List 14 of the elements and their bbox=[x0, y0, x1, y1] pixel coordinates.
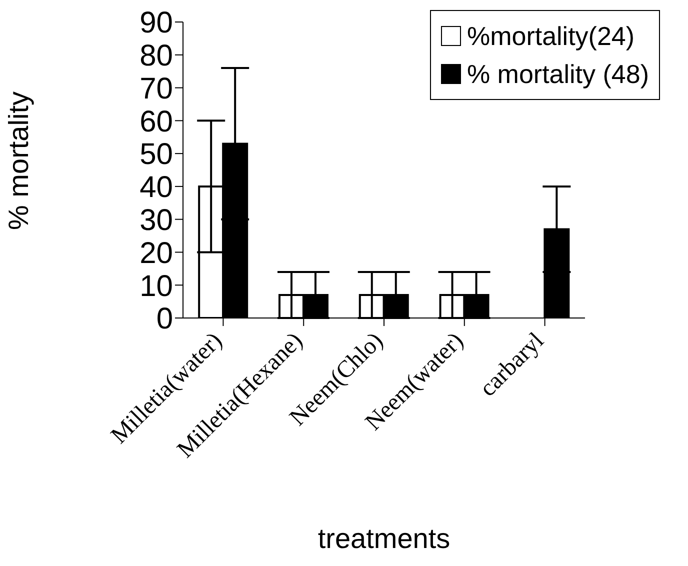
y-tick-label: 10 bbox=[140, 270, 173, 303]
x-axis-title: treatments bbox=[318, 523, 450, 554]
y-tick-label: 20 bbox=[140, 236, 173, 270]
y-tick-label: 90 bbox=[140, 6, 173, 40]
y-tick-label: 0 bbox=[156, 302, 173, 336]
legend-label: %mortality(24) bbox=[466, 20, 635, 53]
y-axis-title: % mortality bbox=[2, 92, 34, 230]
y-tick-label: 40 bbox=[140, 171, 173, 204]
y-tick-label: 60 bbox=[140, 105, 173, 138]
y-tick-label: 80 bbox=[140, 40, 173, 73]
y-tick-label: 50 bbox=[140, 138, 173, 172]
y-tick-label: 30 bbox=[140, 204, 173, 237]
y-tick-label: 70 bbox=[140, 72, 173, 106]
legend-label: % mortality (48) bbox=[466, 58, 649, 91]
